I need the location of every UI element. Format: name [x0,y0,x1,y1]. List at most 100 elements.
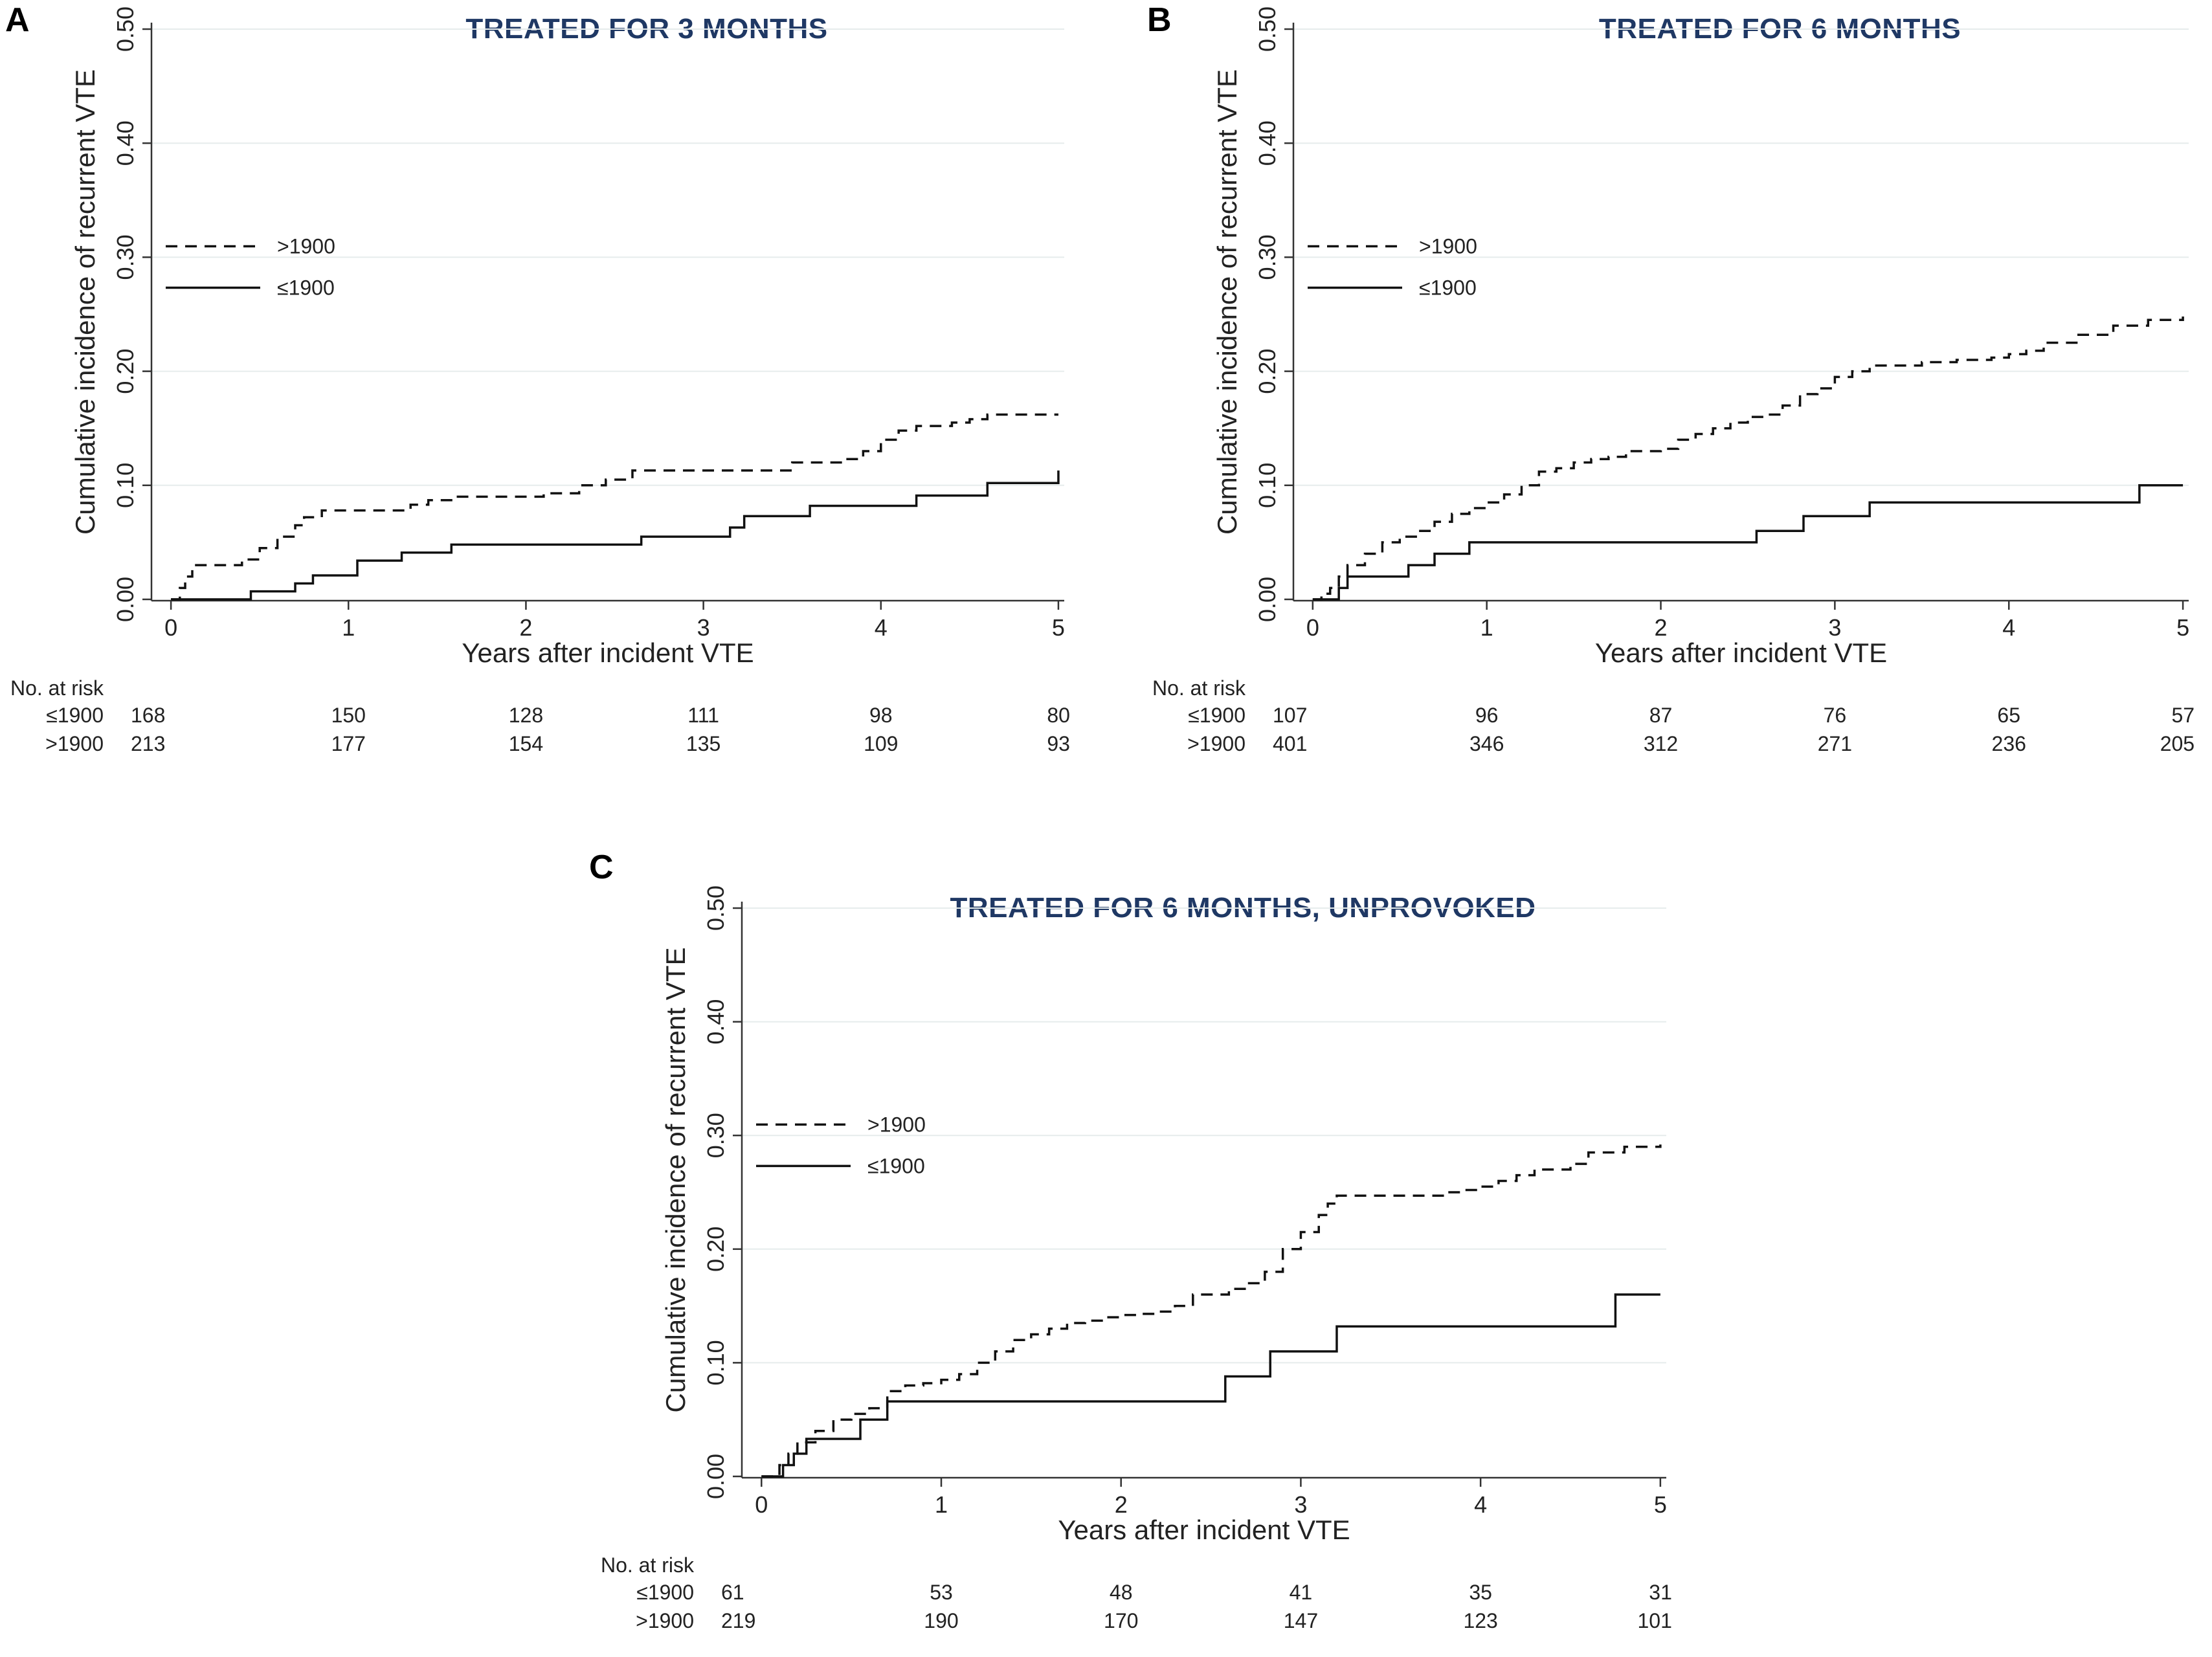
risk-count: 346 [1469,732,1504,755]
legend-label: ≤1900 [1419,276,1477,300]
panel-b: B TREATED FOR 6 MONTHS0.000.100.200.300.4… [1147,1,2195,755]
legend-label: >1900 [867,1113,926,1136]
series-line-le1900 [761,1293,1660,1478]
risk-row-label: ≤1900 [46,704,104,727]
legend-label: ≤1900 [867,1154,925,1177]
risk-row-label: >1900 [45,732,104,755]
risk-count: 123 [1463,1609,1497,1632]
risk-count: 57 [2171,704,2195,727]
panel-letter: A [5,1,30,39]
risk-count: 177 [331,732,366,755]
risk-count: 128 [509,704,543,727]
risk-count: 213 [131,732,165,755]
risk-row-label: >1900 [1187,732,1246,755]
risk-count: 111 [687,704,719,727]
risk-count: 65 [1997,704,2020,727]
x-tick-label: 5 [1654,1491,1667,1518]
risk-count: 147 [1284,1609,1318,1632]
risk-table-header: No. at risk [1152,676,1246,700]
series-line-gt1900 [1312,317,2184,601]
x-tick-label: 0 [1306,614,1319,641]
x-tick-label: 4 [2002,614,2015,641]
risk-table-header: No. at risk [601,1553,695,1577]
risk-count: 80 [1047,704,1070,727]
y-tick-label: 0.20 [1254,349,1280,394]
y-tick-label: 0.30 [112,234,139,280]
panel-letter: C [589,849,614,886]
x-tick-label: 2 [1115,1491,1128,1518]
risk-table-header: No. at risk [10,676,104,700]
risk-count: 109 [864,732,898,755]
risk-count: 168 [131,704,165,727]
x-axis-label: Years after incident VTE [462,638,754,668]
x-tick-label: 4 [875,614,888,641]
risk-count: 61 [721,1581,744,1604]
y-tick-label: 0.40 [702,999,729,1045]
risk-count: 101 [1637,1609,1671,1632]
risk-count: 76 [1824,704,1847,727]
y-tick-label: 0.50 [112,6,139,52]
y-tick-label: 0.50 [702,885,729,931]
y-tick-label: 0.00 [1254,577,1280,622]
risk-count: 93 [1047,732,1070,755]
x-tick-label: 1 [935,1491,948,1518]
risk-count: 96 [1475,704,1499,727]
risk-count: 154 [509,732,543,755]
y-tick-label: 0.30 [1254,234,1280,280]
risk-count: 190 [924,1609,958,1632]
risk-count: 150 [331,704,366,727]
x-tick-label: 0 [164,614,177,641]
y-tick-label: 0.40 [112,120,139,166]
legend-label: >1900 [1419,235,1477,258]
risk-count: 35 [1469,1581,1492,1604]
series-line-gt1900 [761,1144,1662,1478]
y-tick-label: 0.20 [112,349,139,394]
x-tick-label: 1 [342,614,355,641]
x-tick-label: 1 [1480,614,1493,641]
risk-count: 135 [686,732,721,755]
x-axis-label: Years after incident VTE [1058,1515,1350,1545]
legend-label: ≤1900 [277,276,335,300]
legend-label: >1900 [277,235,335,258]
y-tick-label: 0.10 [1254,463,1280,508]
y-axis-label: Cumulative incidence of recurrent VTE [1212,69,1242,535]
risk-count: 219 [721,1609,755,1632]
y-tick-label: 0.20 [702,1227,729,1272]
risk-row-label: >1900 [636,1609,694,1632]
series-line-gt1900 [171,413,1058,601]
panel-a: A TREATED FOR 3 MONTHS0.000.100.200.300.4… [5,1,1070,755]
risk-count: 53 [930,1581,953,1604]
risk-count: 87 [1649,704,1673,727]
panel-letter: B [1147,1,1172,39]
x-tick-label: 3 [1294,1491,1307,1518]
risk-count: 31 [1649,1581,1672,1604]
x-tick-label: 2 [519,614,532,641]
risk-row-label: ≤1900 [1188,704,1246,727]
x-tick-label: 2 [1655,614,1668,641]
risk-row-label: ≤1900 [636,1581,694,1604]
y-tick-label: 0.00 [112,577,139,622]
risk-count: 205 [2160,732,2195,755]
y-tick-label: 0.10 [112,463,139,508]
risk-count: 107 [1273,704,1307,727]
y-tick-label: 0.40 [1254,120,1280,166]
risk-count: 236 [1992,732,2026,755]
series-line-le1900 [171,470,1060,601]
x-axis-label: Years after incident VTE [1595,638,1887,668]
risk-count: 170 [1104,1609,1138,1632]
risk-count: 312 [1644,732,1678,755]
risk-count: 41 [1290,1581,1313,1604]
y-tick-label: 0.50 [1254,6,1280,52]
risk-count: 48 [1110,1581,1133,1604]
y-tick-label: 0.30 [702,1113,729,1158]
x-tick-label: 5 [1052,614,1065,641]
risk-count: 98 [869,704,893,727]
risk-count: 401 [1273,732,1307,755]
x-tick-label: 5 [2176,614,2189,641]
risk-count: 271 [1818,732,1852,755]
x-tick-label: 0 [755,1491,768,1518]
series-line-le1900 [1312,484,2184,601]
x-tick-label: 3 [697,614,710,641]
x-tick-label: 4 [1474,1491,1487,1518]
